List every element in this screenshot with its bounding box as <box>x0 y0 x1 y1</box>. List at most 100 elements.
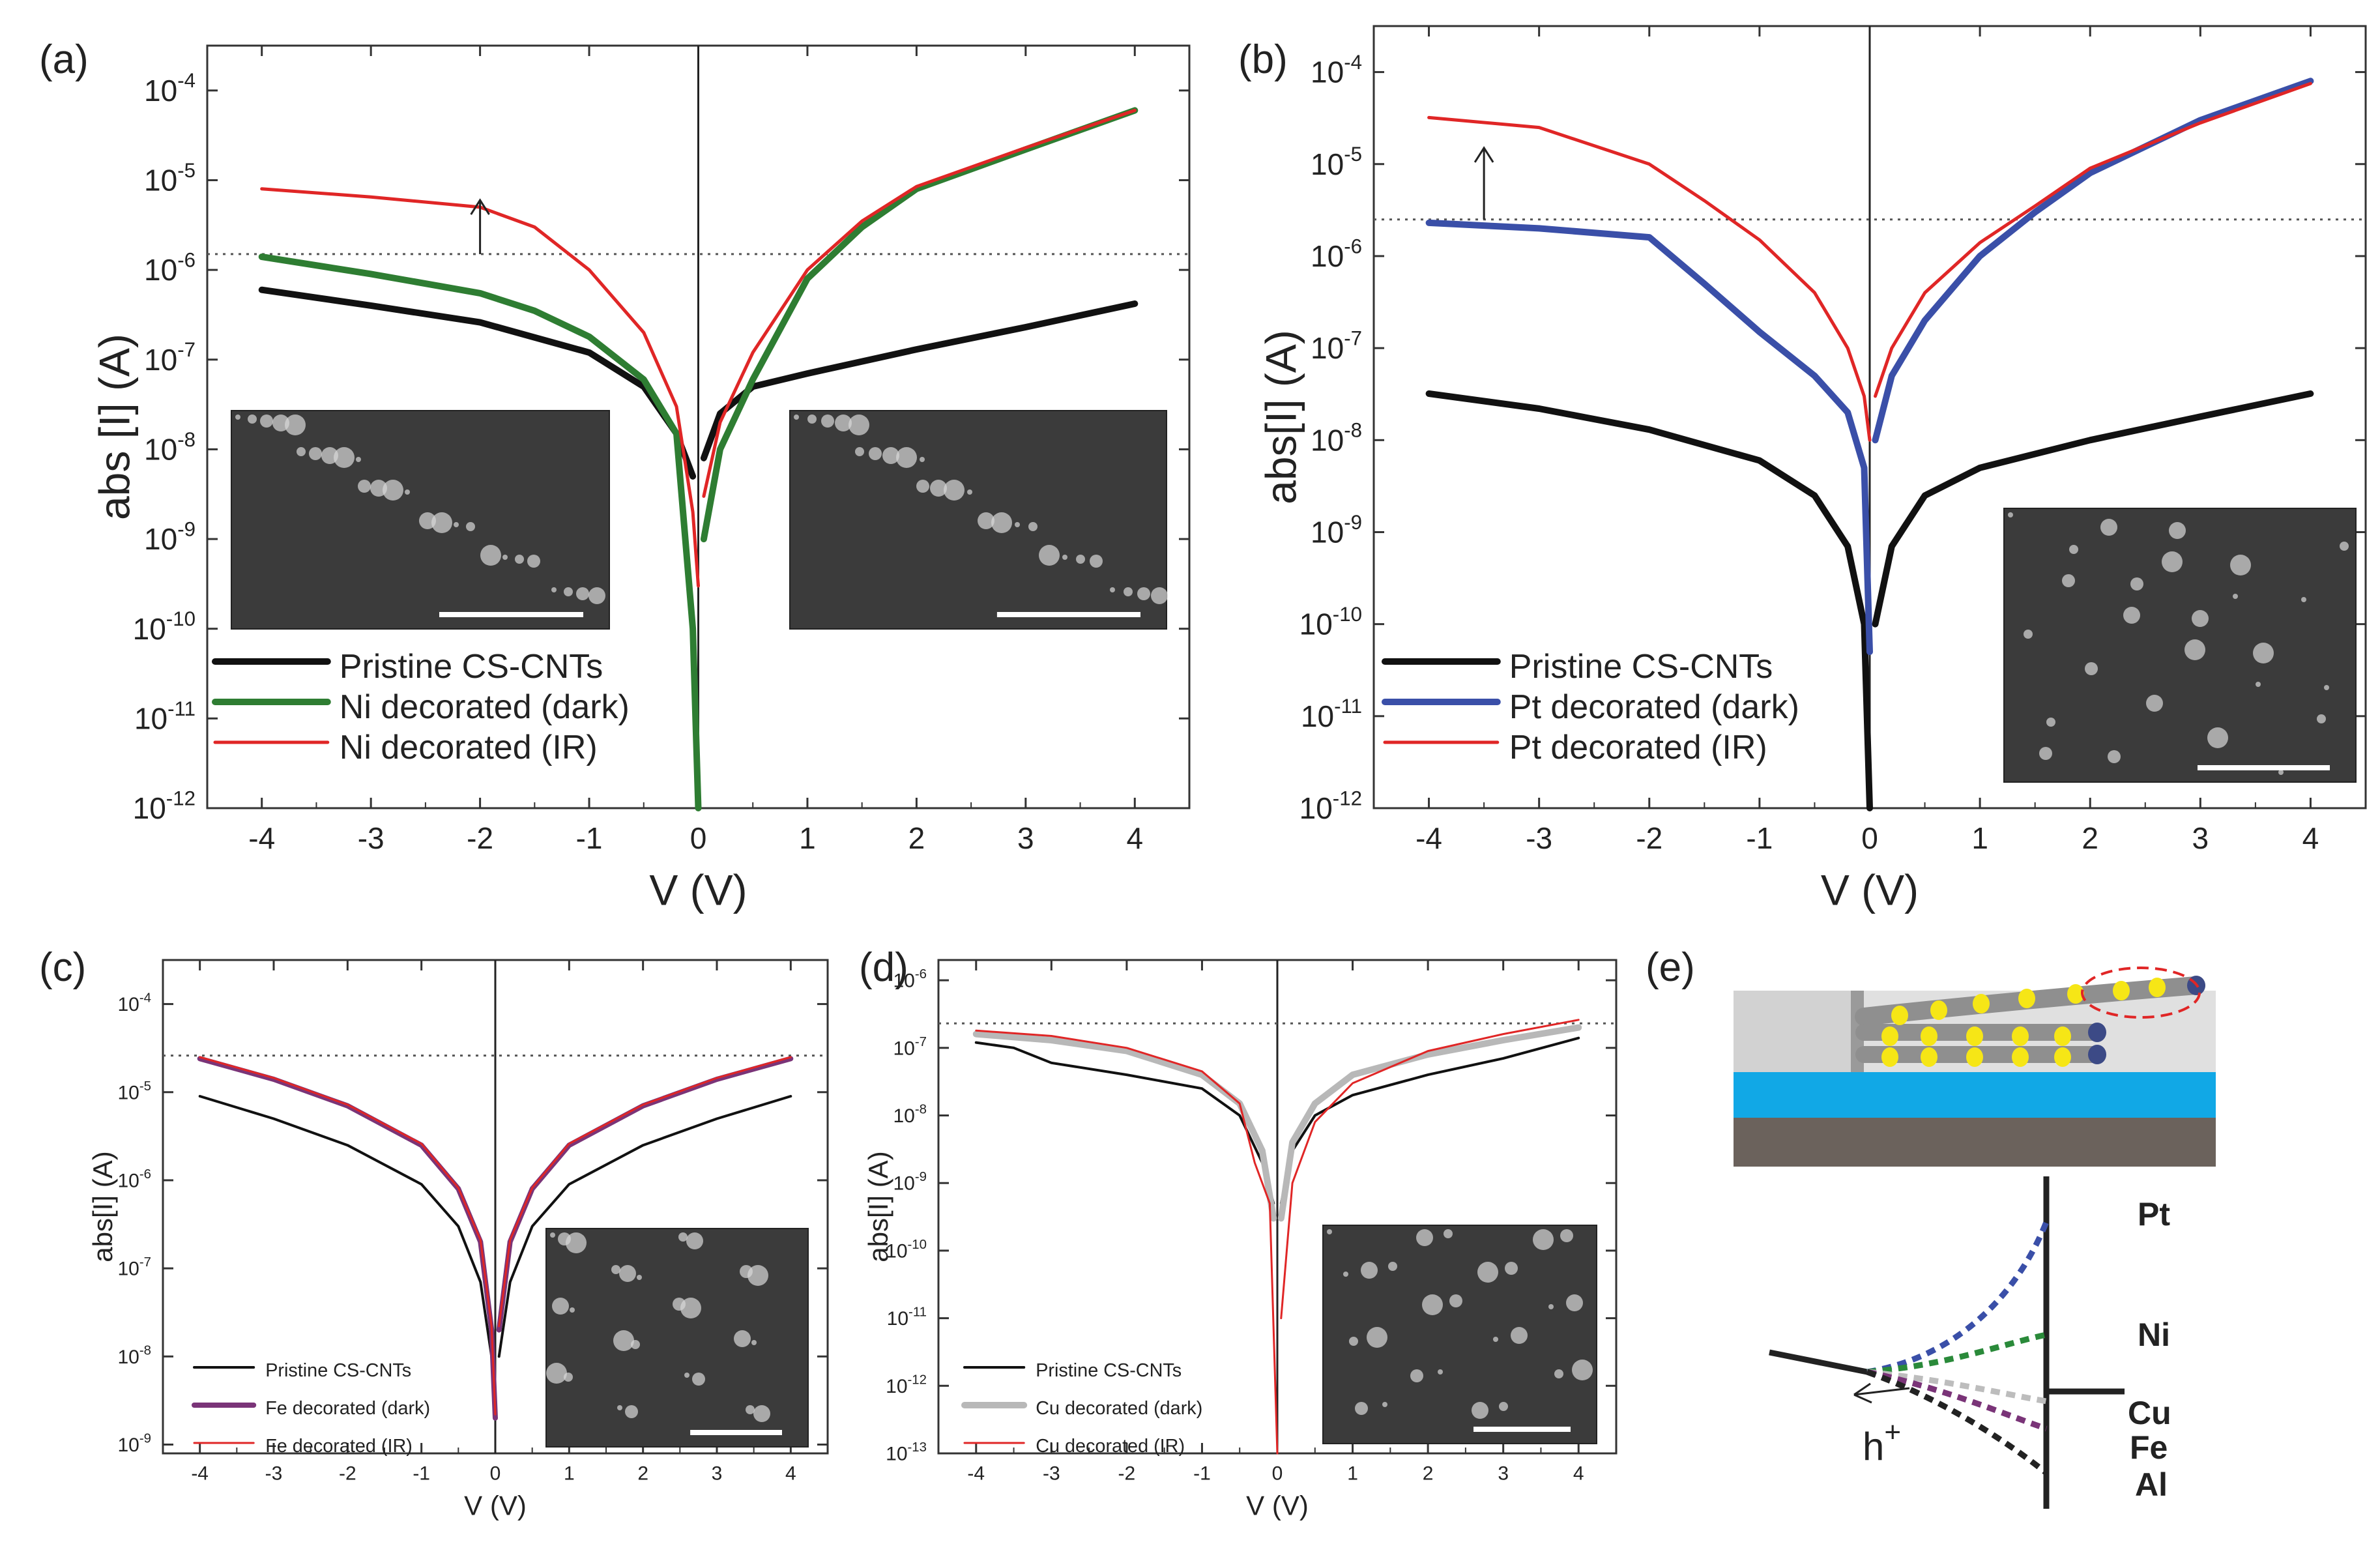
sem-inset-particle <box>1477 1262 1498 1283</box>
sem-inset-particle <box>637 1275 642 1280</box>
energy-band-diagram: Pt Ni Cu Fe Al h+ <box>1769 1176 2171 1509</box>
metal-label-ni: Ni <box>2138 1317 2170 1353</box>
sem-inset-particle <box>930 480 947 497</box>
sem-inset-particle <box>297 447 306 456</box>
y-tick-label: 10-7 <box>117 1255 151 1280</box>
x-tick-label: 3 <box>1498 1463 1509 1485</box>
x-tick-label: 0 <box>690 821 707 855</box>
y-tick-base: 10 <box>117 1170 139 1191</box>
sem-inset-particle <box>2123 607 2140 624</box>
legend-label: Cu decorated (dark) <box>1036 1398 1202 1419</box>
y-axis-label: abs[I] (A) <box>87 1151 118 1262</box>
y-tick-label: 10-11 <box>887 1305 927 1330</box>
series-line-neg <box>258 254 702 811</box>
nanoparticle <box>2012 1047 2029 1067</box>
y-tick-base: 10 <box>117 1434 139 1456</box>
metal-label-al: Al <box>2135 1466 2168 1503</box>
y-tick-exponent: -5 <box>139 1079 151 1094</box>
y-tick-base: 10 <box>134 701 167 735</box>
y-tick-label: 10-12 <box>1299 787 1362 825</box>
series-line-pos <box>700 300 1139 461</box>
x-tick-label: 2 <box>2082 821 2098 855</box>
sem-inset-particle <box>678 1232 688 1242</box>
sem-inset-particle <box>967 489 972 495</box>
y-tick-label: 10-5 <box>117 1079 151 1104</box>
sem-inset-particle <box>1382 1402 1387 1407</box>
sem-inset-particle <box>1039 545 1060 566</box>
sem-inset-particle <box>2008 512 2013 517</box>
sem-inset-particle <box>1343 1272 1348 1277</box>
schematic-oxide-layer <box>1734 1072 2216 1118</box>
y-tick-base: 10 <box>886 1376 907 1397</box>
sem-inset-particle <box>855 447 864 456</box>
nanoparticle <box>2012 1026 2029 1046</box>
sem-inset-particle <box>564 1373 573 1382</box>
sem-inset-particle <box>566 1232 587 1253</box>
x-tick-label: 0 <box>1272 1463 1283 1485</box>
sem-inset-particle <box>753 1405 770 1422</box>
sem-inset-particle <box>2278 770 2284 775</box>
series-line-neg <box>974 1041 1275 1205</box>
device-schematic <box>1734 967 2216 1167</box>
sem-inset-particle <box>978 512 994 529</box>
sem-inset-particle <box>2169 522 2186 539</box>
y-tick-label: 10-8 <box>893 1103 927 1128</box>
sem-inset-particle <box>1422 1294 1443 1315</box>
sem-inset-particle <box>527 555 540 568</box>
y-tick-exponent: -4 <box>139 991 151 1006</box>
y-tick-label: 10-8 <box>1311 419 1362 458</box>
x-tick-label: 2 <box>1423 1463 1434 1485</box>
y-tick-base: 10 <box>1301 699 1334 733</box>
nanoparticle <box>1921 1026 1937 1046</box>
sem-inset-particle <box>576 587 589 600</box>
y-tick-base: 10 <box>117 1259 139 1280</box>
y-tick-base: 10 <box>893 1105 914 1127</box>
y-tick-base: 10 <box>1311 55 1344 89</box>
x-axis-label: V (V) <box>1246 1491 1309 1521</box>
panel-label-a: (a) <box>39 37 89 82</box>
sem-inset-particle <box>480 545 501 566</box>
series-line-neg <box>1427 115 1872 442</box>
x-tick-label: 1 <box>799 821 816 855</box>
sem-inset-particle <box>564 587 573 596</box>
x-tick-label: -2 <box>339 1463 356 1485</box>
y-tick-exponent: -6 <box>915 967 927 982</box>
y-tick-exponent: -10 <box>166 607 196 630</box>
sem-inset-particle <box>1076 555 1085 564</box>
sem-inset-particle <box>285 415 306 435</box>
y-tick-label: 10-12 <box>886 1373 927 1397</box>
x-tick-label: -3 <box>1526 821 1552 855</box>
sem-inset-particle <box>1124 587 1133 596</box>
nanoparticle <box>2067 984 2084 1004</box>
sem-inset-particle <box>619 1265 636 1282</box>
y-tick-base: 10 <box>893 1173 914 1195</box>
sem-inset-particle <box>570 1307 575 1313</box>
panel-label-e: (e) <box>1646 945 1695 990</box>
sem-inset-particle <box>1361 1262 1378 1279</box>
x-tick-label: -4 <box>1415 821 1442 855</box>
series-line-pos <box>702 108 1137 498</box>
sem-inset-particle <box>944 480 965 501</box>
y-tick-base: 10 <box>893 1038 914 1059</box>
series-line-pos <box>1280 1019 1580 1320</box>
y-tick-exponent: -4 <box>1344 51 1362 74</box>
y-tick-exponent: -9 <box>177 517 196 540</box>
sem-inset-particle <box>734 1330 751 1347</box>
sem-inset-particle <box>896 447 917 468</box>
nanoparticle <box>1966 1047 1983 1067</box>
y-tick-exponent: -4 <box>177 69 196 92</box>
sem-inset-particle <box>2130 577 2143 590</box>
metal-label-pt: Pt <box>2138 1196 2170 1232</box>
sem-inset-image <box>2003 508 2357 783</box>
metal-label-cu: Cu <box>2128 1395 2171 1431</box>
y-tick-label: 10-4 <box>117 991 151 1016</box>
chart-c: -4 -3 -2 -1 0 1 2 3 410-910-810-710-610-510-4V (… <box>87 959 829 1521</box>
series-line-neg <box>1425 219 1873 656</box>
y-tick-base: 10 <box>117 994 139 1015</box>
legend-label: Cu decorated (IR) <box>1036 1436 1185 1457</box>
chart-b: -4 -3 -2 -1 0 1 2 3 410-1210-1110-1010-910-810-7… <box>1256 25 2367 914</box>
x-tick-label: 3 <box>712 1463 723 1485</box>
y-tick-exponent: -6 <box>139 1167 151 1182</box>
sem-inset-particle <box>794 415 799 420</box>
sem-inset-particle <box>356 457 361 462</box>
